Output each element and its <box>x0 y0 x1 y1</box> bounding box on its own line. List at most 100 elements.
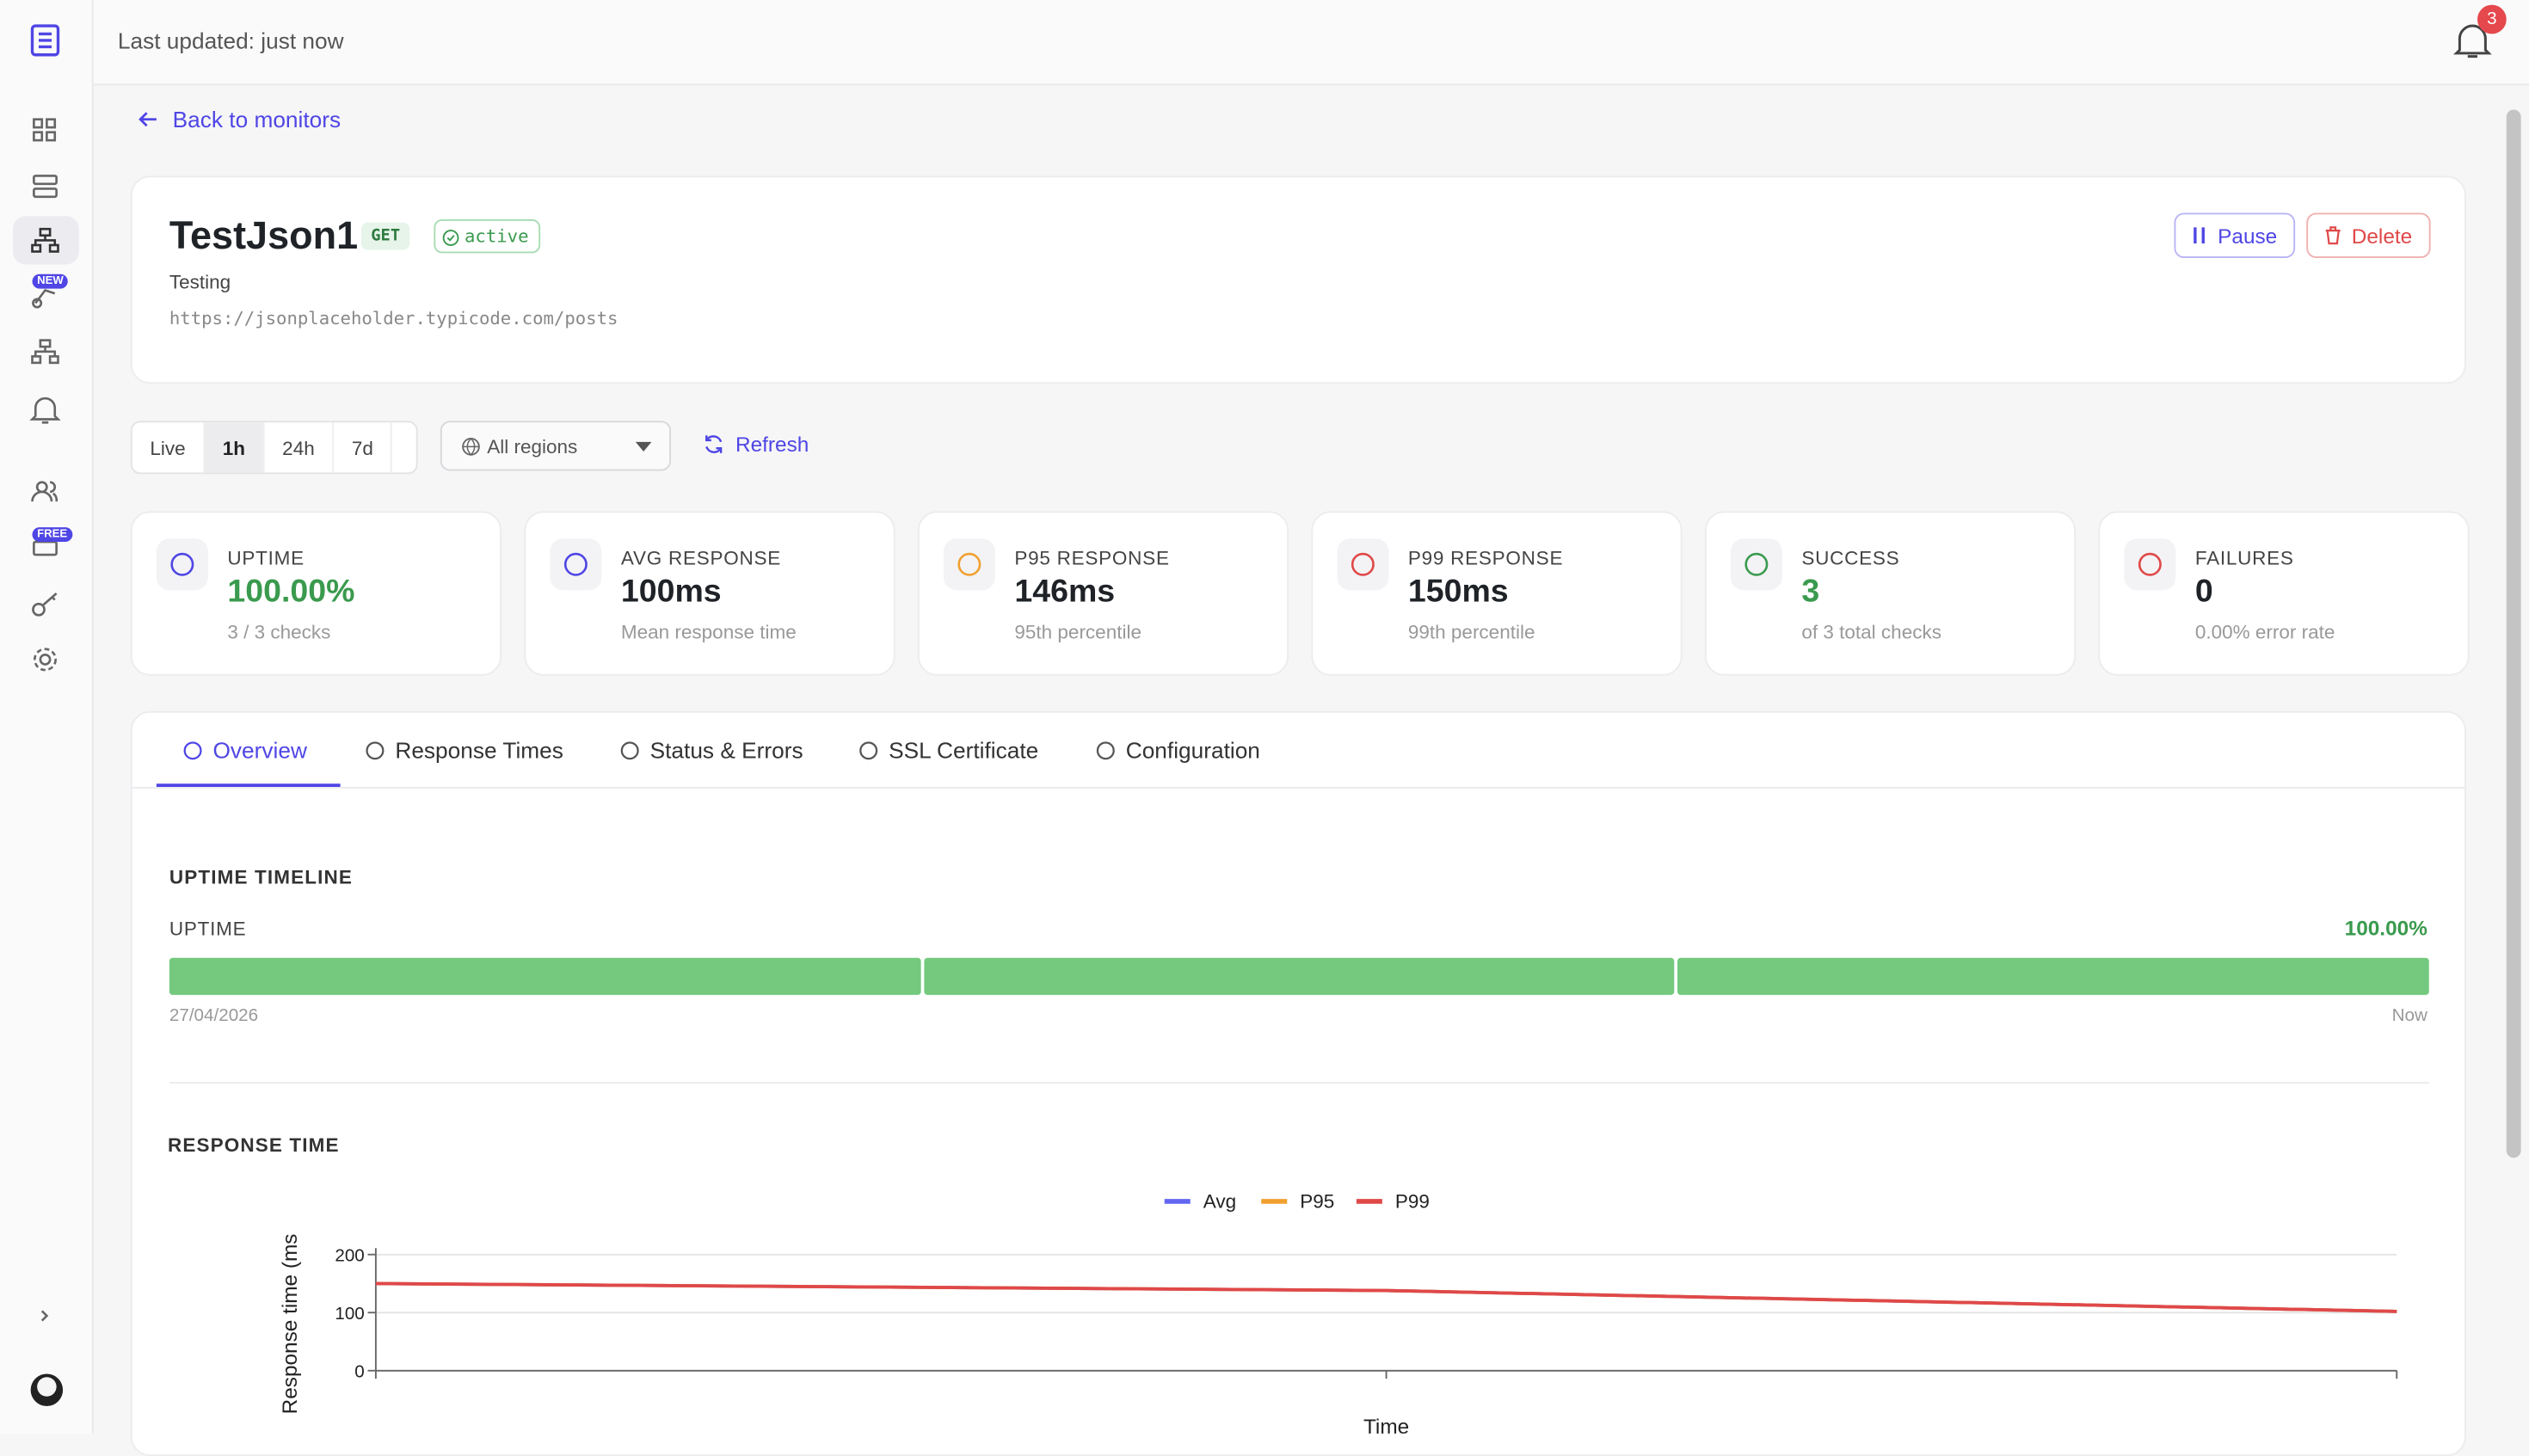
stat-card: AVG RESPONSE 100ms Mean response time <box>524 511 895 676</box>
stat-icon <box>156 538 208 591</box>
refresh-icon <box>705 435 723 453</box>
tab[interactable]: SSL Certificate <box>858 713 1039 787</box>
icon-shape <box>366 740 385 759</box>
trash-icon <box>2325 226 2341 245</box>
tab[interactable]: Status & Errors <box>619 713 803 787</box>
pause-label[interactable]: Pause <box>2218 223 2278 248</box>
stat-value: 100ms <box>620 574 722 610</box>
stat-card: P99 RESPONSE 150ms 99th percentile <box>1311 511 1683 676</box>
url: https://jsonplaceholder.typicode.com/pos… <box>169 308 618 329</box>
region-select[interactable]: All regions <box>440 421 671 471</box>
icon-shape <box>859 740 878 759</box>
stat-icon <box>1337 538 1389 591</box>
icon <box>957 552 981 576</box>
tab[interactable]: Overview <box>182 713 307 787</box>
status-badge: active <box>434 219 540 254</box>
sidebar: NEW FREE <box>0 0 94 1434</box>
detail-panel: Overview Response Times Status & Errors SSL… <box>130 710 2466 1456</box>
y-tick-label: 100 <box>335 1304 364 1324</box>
last-updated: Last updated: just now <box>117 27 344 53</box>
timeline-start: 27/04/2026 <box>169 1006 259 1026</box>
globe-icon <box>462 438 480 456</box>
timeline-end: Now <box>2391 1006 2427 1026</box>
stat-sub: 99th percentile <box>1407 620 1535 644</box>
stat-sub: of 3 total checks <box>1801 620 1941 644</box>
caret-icon <box>635 441 652 452</box>
refresh-label[interactable]: Refresh <box>735 432 809 457</box>
time-range-option[interactable]: Live <box>132 422 206 473</box>
stat-card: FAILURES 0 0.00% error rate <box>2098 511 2470 676</box>
timeline-segment <box>169 957 921 995</box>
stat-card: P95 RESPONSE 146ms 95th percentile <box>917 511 1289 676</box>
icon-shape <box>2138 552 2162 576</box>
divider <box>169 1082 2429 1084</box>
stat-icon <box>550 538 602 591</box>
icon <box>1744 552 1769 576</box>
pause-icon <box>2194 227 2205 244</box>
pause-button[interactable]: Pause <box>2174 212 2295 258</box>
icon <box>2138 552 2162 576</box>
tab-label[interactable]: Configuration <box>1125 736 1260 763</box>
stat-value: 3 <box>1801 574 1820 610</box>
timeline-segment <box>923 957 1675 995</box>
legend-label: Avg <box>1203 1190 1236 1212</box>
tab-label[interactable]: SSL Certificate <box>889 736 1039 763</box>
topbar: Last updated: just now 3 <box>93 0 2529 86</box>
bell-icon[interactable] <box>2452 20 2494 62</box>
status-text: active <box>465 225 529 247</box>
tab-icon <box>620 740 639 759</box>
tab-label[interactable]: Response Times <box>395 736 563 763</box>
timeline-value: 100.00% <box>2344 916 2427 941</box>
delete-label[interactable]: Delete <box>2351 223 2413 248</box>
description: Testing <box>169 271 231 294</box>
scrollbar[interactable] <box>2506 109 2521 1158</box>
delete-button[interactable]: Delete <box>2306 212 2430 258</box>
stat-value: 100.00% <box>227 574 355 610</box>
legend-label: P99 <box>1395 1190 1430 1212</box>
timeline-segment <box>1677 957 2429 995</box>
tab-label[interactable]: Status & Errors <box>649 736 803 763</box>
time-range-group: Live 1h 24h 7d <box>130 421 418 475</box>
region-label[interactable]: All regions <box>487 434 578 458</box>
time-range-option[interactable]: 1h <box>205 422 265 473</box>
back-link[interactable]: Back to monitors <box>137 107 341 132</box>
series-line <box>375 1281 2397 1313</box>
arrow-icon <box>138 112 157 127</box>
stat-label: SUCCESS <box>1801 546 1900 569</box>
icon-shape <box>1351 552 1375 576</box>
icon-shape <box>563 552 588 576</box>
stat-icon <box>943 538 995 591</box>
refresh-button[interactable]: Refresh <box>704 433 809 457</box>
tab[interactable]: Response Times <box>365 713 563 787</box>
monitor-card: TestJson1 GET active Testing https://jso… <box>130 175 2466 384</box>
time-range-option[interactable]: 7d <box>334 422 393 473</box>
stat-sub: 3 / 3 checks <box>227 620 331 644</box>
legend-label: P95 <box>1300 1190 1334 1212</box>
timeline-label: UPTIME <box>169 917 247 941</box>
icon-shape <box>170 552 194 576</box>
stat-value: 0 <box>2194 574 2213 610</box>
y-tick-label: 0 <box>354 1361 364 1381</box>
stat-icon <box>2124 538 2176 591</box>
back-link-text[interactable]: Back to monitors <box>172 106 342 132</box>
series-line <box>375 1281 2397 1313</box>
stat-sub: 95th percentile <box>1014 620 1142 644</box>
stat-value: 150ms <box>1407 574 1509 610</box>
tab-label[interactable]: Overview <box>212 736 307 763</box>
stat-label: P99 RESPONSE <box>1407 546 1564 569</box>
notification-count: 3 <box>2477 4 2507 34</box>
icon-shape <box>183 740 202 759</box>
y-tick-label: 200 <box>335 1245 364 1265</box>
tab[interactable]: Configuration <box>1095 713 1260 787</box>
stat-card: SUCCESS 3 of 3 total checks <box>1704 511 2077 676</box>
tab-underline <box>156 783 341 787</box>
icon-shape <box>620 740 639 759</box>
method-badge: GET <box>361 222 410 250</box>
time-range-option[interactable]: 24h <box>265 422 335 473</box>
series-line <box>375 1281 2397 1313</box>
tab-icon <box>183 740 202 759</box>
stat-sub: 0.00% error rate <box>2194 620 2335 644</box>
y-axis-label: Response time (ms <box>279 1234 302 1415</box>
